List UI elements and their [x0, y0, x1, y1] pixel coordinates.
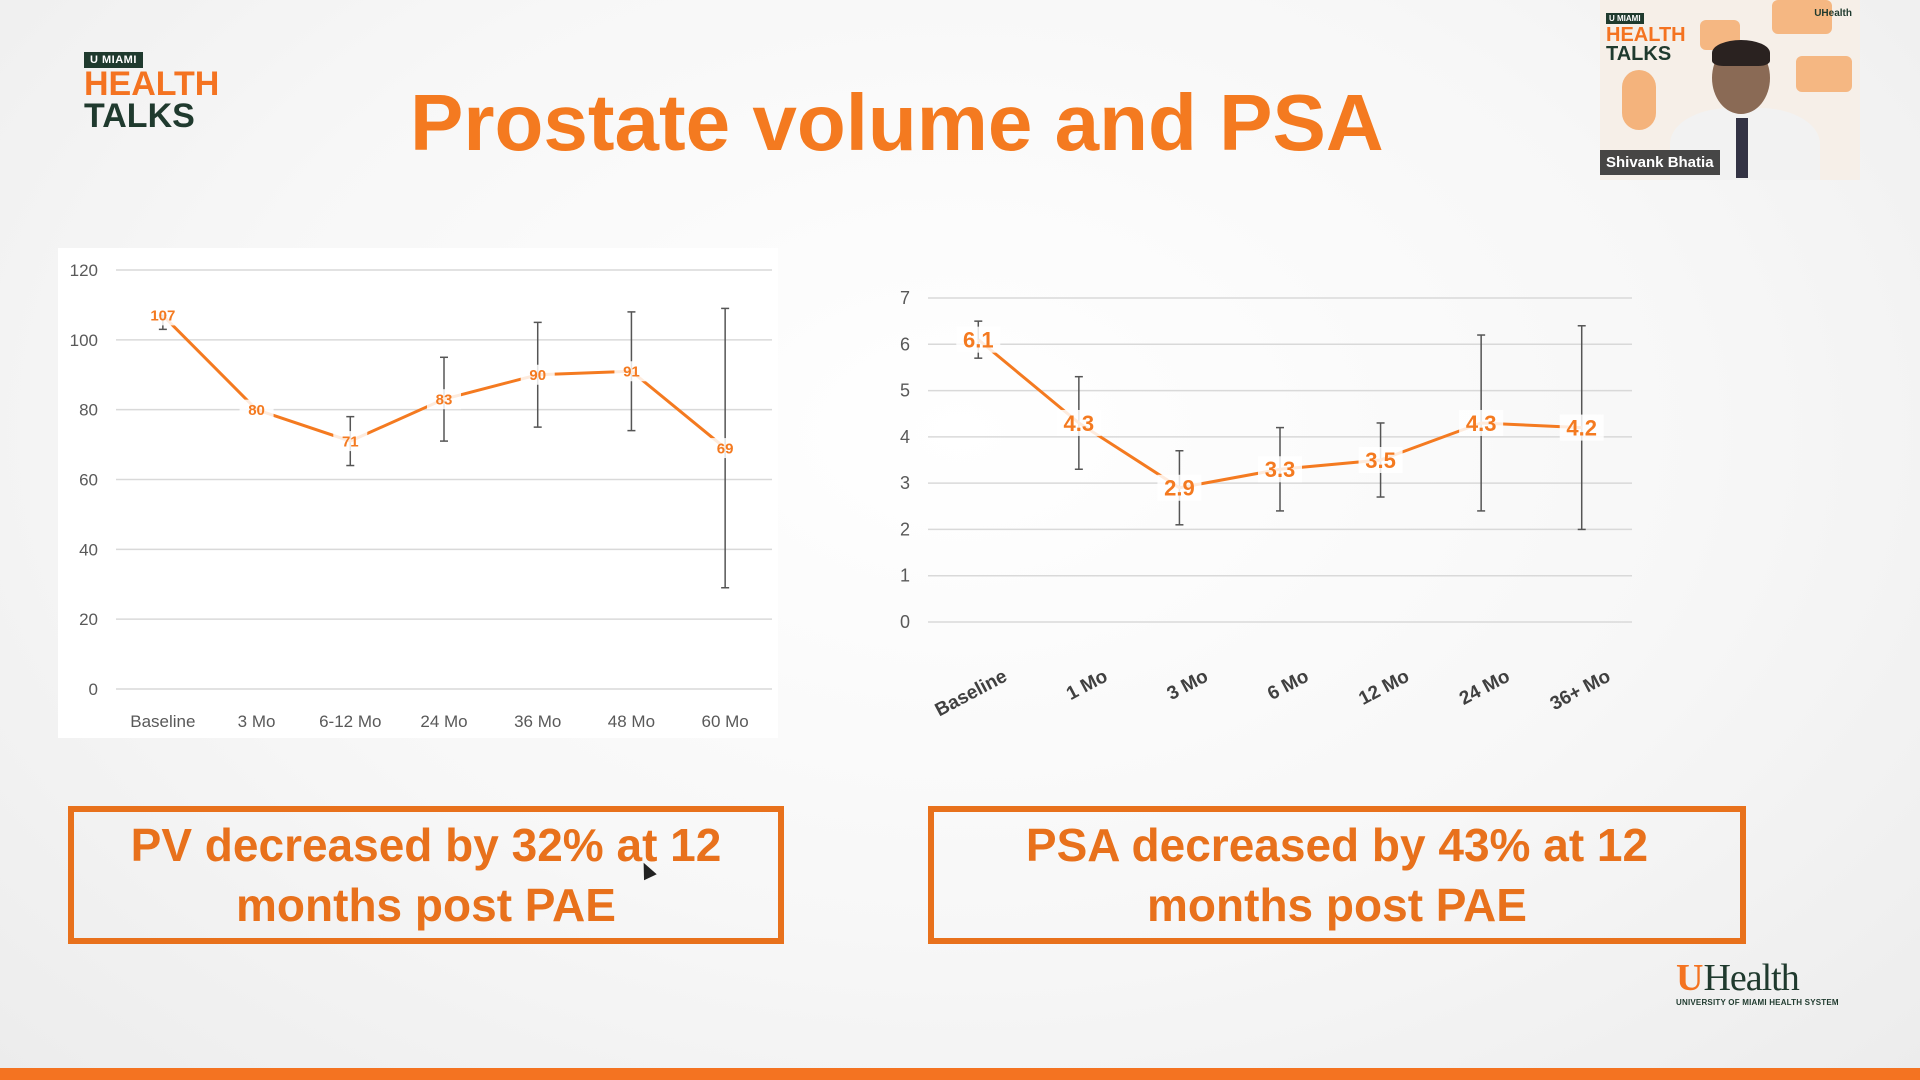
- data-label: 4.3: [1466, 411, 1497, 436]
- webcam-logo: U MIAMI HEALTH TALKS: [1606, 8, 1686, 64]
- data-label-bg: [614, 361, 649, 382]
- data-label-bg: [1157, 474, 1202, 501]
- logo-line1: HEALTH: [84, 65, 220, 103]
- uhealth-u: U: [1676, 957, 1704, 999]
- y-tick-label: 40: [79, 540, 98, 559]
- x-tick-label: 3 Mo: [1164, 666, 1212, 705]
- data-label: 83: [436, 392, 453, 409]
- x-tick-label: 24 Mo: [420, 712, 467, 731]
- data-label-bg: [1056, 409, 1101, 436]
- data-label: 71: [342, 433, 359, 450]
- x-tick-label: 24 Mo: [1456, 666, 1513, 710]
- y-tick-label: 7: [900, 288, 910, 308]
- data-label: 90: [529, 367, 546, 384]
- data-label-bg: [145, 305, 180, 326]
- pv-callout-line1: PV decreased by 32% at 12: [130, 819, 722, 871]
- data-label: 4.3: [1064, 411, 1095, 436]
- data-label: 4.2: [1566, 415, 1597, 440]
- data-label-bg: [1559, 414, 1604, 441]
- health-talks-logo: U MIAMI HEALTH TALKS: [84, 50, 234, 140]
- y-tick-label: 1: [900, 566, 910, 586]
- pv-callout-line2: months post PAE: [236, 879, 616, 931]
- y-tick-label: 2: [900, 519, 910, 539]
- x-tick-label: 48 Mo: [608, 712, 655, 731]
- data-label: 91: [623, 364, 640, 381]
- webcam-corner-logo: UHealth: [1814, 8, 1852, 19]
- y-tick-label: 60: [79, 471, 98, 490]
- data-label-bg: [956, 326, 1001, 353]
- bubble-decoration: [1772, 0, 1832, 34]
- x-tick-label: 1 Mo: [1063, 666, 1111, 705]
- speaker-name-tag: Shivank Bhatia: [1600, 150, 1720, 175]
- data-label: 69: [717, 440, 734, 457]
- bottom-accent-bar: [0, 1068, 1920, 1080]
- x-tick-label: Baseline: [130, 712, 195, 731]
- y-tick-label: 6: [900, 334, 910, 354]
- webcam-video: U MIAMI HEALTH TALKS UHealth Shivank Bha…: [1600, 0, 1860, 180]
- data-label: 80: [248, 402, 265, 419]
- y-tick-label: 5: [900, 381, 910, 401]
- webcam-logo-line2: TALKS: [1606, 43, 1672, 65]
- data-label: 6.1: [963, 328, 994, 353]
- logo-line2: TALKS: [84, 97, 195, 135]
- data-label-bg: [708, 438, 743, 459]
- data-label-bg: [1358, 447, 1403, 473]
- data-label-bg: [520, 364, 555, 385]
- y-tick-label: 120: [70, 261, 98, 280]
- logo-badge: U MIAMI: [84, 52, 143, 68]
- prostate-volume-chart-svg: 0 20 40 60 80 100 120 107 80 71 83 90 91 69 Baseline 3 …: [70, 261, 772, 731]
- uhealth-word: Health: [1703, 957, 1799, 999]
- x-tick-label: 36+ Mo: [1547, 666, 1614, 715]
- data-label-bg: [1258, 456, 1302, 483]
- psa-chart-svg: 0 1 2 3 4 5 6 7 6.1 4.3 2.9 3.3 3.5 4.3 4.2 Baseline 1 M…: [900, 288, 1632, 721]
- y-tick-label: 0: [900, 612, 910, 632]
- data-label: 3.3: [1265, 457, 1296, 482]
- data-label: 2.9: [1164, 476, 1195, 501]
- y-tick-label: 80: [79, 401, 98, 420]
- data-label-bg: [239, 399, 274, 420]
- x-tick-label: Baseline: [932, 666, 1011, 721]
- speaker-hair: [1712, 40, 1770, 66]
- y-tick-label: 100: [70, 331, 98, 350]
- x-tick-label: 6 Mo: [1264, 666, 1312, 705]
- data-label-bg: [333, 431, 368, 452]
- slide-title: Prostate volume and PSA: [410, 78, 1384, 167]
- x-tick-label: 12 Mo: [1356, 666, 1413, 710]
- data-label-bg: [1459, 409, 1504, 436]
- psa-callout-line2: months post PAE: [1147, 879, 1527, 931]
- x-tick-label: 6-12 Mo: [319, 712, 381, 731]
- psa-chart: 0 1 2 3 4 5 6 7 6.1 4.3 2.9 3.3 3.5 4.3 4.2 Baseline 1 M…: [880, 270, 1660, 730]
- webcam-logo-line1: HEALTH: [1606, 24, 1686, 46]
- x-tick-label: 3 Mo: [238, 712, 276, 731]
- data-label: 107: [150, 308, 175, 325]
- uhealth-logo: UHealth UNIVERSITY OF MIAMI HEALTH SYSTE…: [1676, 958, 1846, 1010]
- microphone-icon: [1622, 70, 1656, 130]
- x-tick-label: 36 Mo: [514, 712, 561, 731]
- y-tick-label: 0: [89, 680, 98, 699]
- psa-callout-line1: PSA decreased by 43% at 12: [1025, 819, 1649, 871]
- data-label-bg: [427, 389, 461, 410]
- pv-callout-box: PV decreased by 32% at 12 months post PA…: [68, 806, 784, 944]
- y-tick-label: 20: [79, 610, 98, 629]
- speaker-tie: [1736, 118, 1748, 178]
- y-tick-label: 4: [900, 427, 910, 447]
- prostate-volume-chart: 0 20 40 60 80 100 120 107 80 71 83 90 91 69 Baseline 3 …: [58, 248, 778, 738]
- uhealth-subtitle: UNIVERSITY OF MIAMI HEALTH SYSTEM: [1676, 998, 1839, 1007]
- x-tick-label: 60 Mo: [702, 712, 749, 731]
- y-tick-label: 3: [900, 473, 910, 493]
- psa-callout-box: PSA decreased by 43% at 12 months post P…: [928, 806, 1746, 944]
- data-label: 3.5: [1365, 448, 1396, 473]
- bubble-decoration: [1796, 56, 1852, 92]
- webcam-logo-badge: U MIAMI: [1606, 13, 1644, 24]
